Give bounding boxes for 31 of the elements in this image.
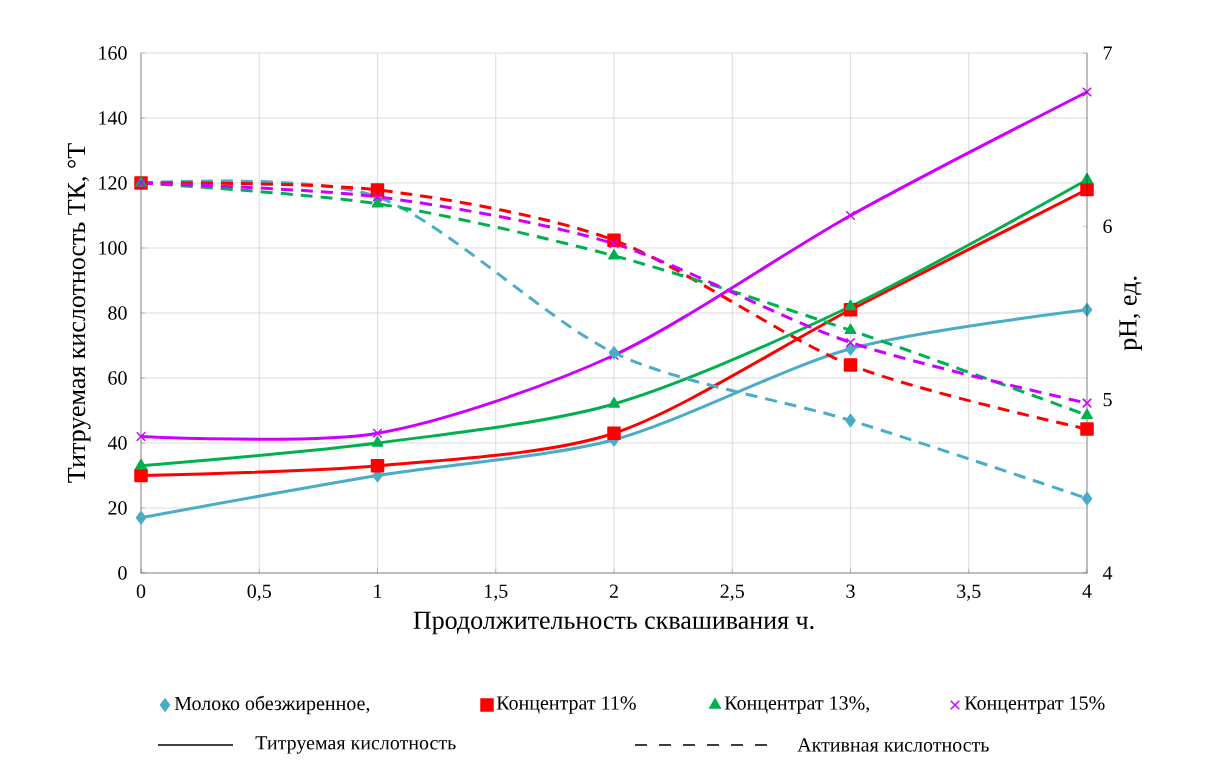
x-tick-label: 2,5 [720,584,744,601]
x-tick-label: 1,5 [485,584,508,601]
y-axis-title: Титруемая кислотность ТК, °T [67,143,91,483]
y2-tick-label: 6 [1103,219,1112,234]
x-tick-label: 2 [609,584,618,598]
y-tick-label: 20 [108,501,127,515]
y2-axis-title: pH, ед. [1119,276,1142,351]
y-tick-label: 100 [99,241,127,255]
x-tick-label: 0 [136,584,146,599]
y-tick-label: 60 [108,371,127,385]
x-tick-label: 4 [1082,584,1092,598]
text: Титруемая кислотность [255,736,456,754]
x-axis-title: Продолжительность сквашивания ч. [413,611,814,635]
y2-tick-label: 5 [1103,393,1112,407]
y2-tick-label: 4 [1102,566,1113,580]
y2-tick-label: 7 [1103,46,1112,60]
y-tick-label: 40 [107,436,127,450]
x-tick-label: 1 [374,584,382,598]
x-tick-label: 3 [846,584,855,598]
y-tick-label: 160 [99,46,127,60]
y-tick-label: 0 [118,566,127,580]
legend-label: Концентрат 11% [496,696,636,714]
text: Активная кислотность [797,738,989,752]
y-tick-label: 120 [99,176,127,190]
legend-label: Концентрат 13%, [724,696,869,714]
legend-label: Концентрат 15% [964,696,1105,714]
y-tick-label: 80 [108,306,127,320]
legend-label: Молоко обезжиренное, [174,695,370,715]
y-tick-label: 140 [99,111,127,125]
x-tick-label: 3,5 [957,584,981,601]
x-tick-label: 0,5 [247,584,271,601]
